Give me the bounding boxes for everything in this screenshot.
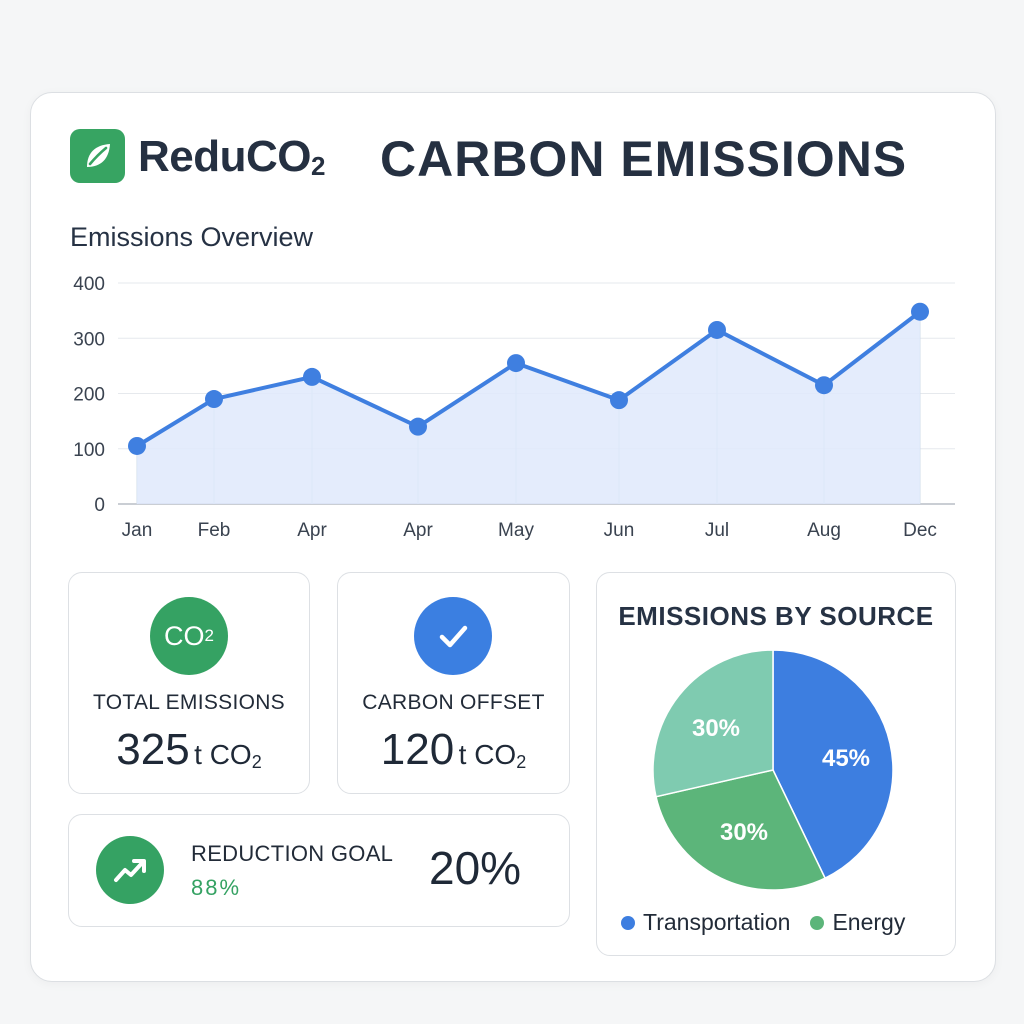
trend-up-icon bbox=[96, 836, 164, 904]
x-tick-0: Jan bbox=[122, 520, 153, 541]
x-tick-5: Jun bbox=[604, 520, 635, 541]
pie-label-0: 45% bbox=[822, 745, 870, 772]
total-emissions-value: 325 t CO2 bbox=[116, 725, 262, 774]
legend-item-energy: Energy bbox=[810, 909, 905, 936]
data-point-0 bbox=[128, 436, 146, 455]
y-tick-0: 0 bbox=[94, 495, 105, 516]
brand-name: ReduCO2 bbox=[138, 132, 325, 181]
reduction-goal-tile: REDUCTION GOAL 88% 20% bbox=[68, 814, 570, 927]
pie-label-1: 30% bbox=[720, 819, 768, 846]
data-point-6 bbox=[708, 320, 726, 339]
legend-dot-energy bbox=[810, 915, 825, 930]
y-tick-100: 100 bbox=[73, 440, 105, 461]
x-tick-4: May bbox=[498, 520, 534, 541]
pie-legend: Transportation Energy bbox=[621, 909, 905, 936]
data-point-1 bbox=[205, 390, 223, 409]
pie-slice-2 bbox=[652, 649, 774, 798]
reduction-goal-label: REDUCTION GOAL bbox=[191, 841, 394, 866]
data-point-3 bbox=[409, 417, 427, 436]
emissions-by-source-tile: EMISSIONS BY SOURCE 45% 30% 30% Transporta… bbox=[596, 572, 956, 956]
pie-slice-0 bbox=[772, 649, 894, 880]
y-tick-300: 300 bbox=[73, 329, 105, 350]
x-tick-6: Jul bbox=[705, 520, 729, 541]
legend-label-transportation: Transportation bbox=[643, 909, 791, 935]
total-emissions-tile: CO 2 TOTAL EMISSIONS 325 t CO2 bbox=[68, 572, 310, 794]
x-tick-2: Apr bbox=[297, 520, 327, 541]
emissions-line-chart: 0 100 200 300 400 Jan Feb Apr Apr May Jun Jul Aug Dec bbox=[73, 274, 955, 541]
data-point-5 bbox=[610, 391, 628, 410]
pie-slice-1 bbox=[655, 769, 827, 891]
data-point-4 bbox=[507, 354, 525, 373]
y-tick-400: 400 bbox=[73, 274, 105, 295]
carbon-offset-label: CARBON OFFSET bbox=[362, 691, 545, 714]
x-tick-3: Apr bbox=[403, 520, 433, 541]
co2-icon: CO 2 bbox=[150, 597, 228, 675]
legend-item-transportation: Transportation bbox=[621, 909, 790, 936]
reduction-goal-value: 20% bbox=[429, 842, 522, 894]
total-emissions-label: TOTAL EMISSIONS bbox=[93, 691, 285, 714]
legend-label-energy: Energy bbox=[832, 909, 906, 935]
data-point-8 bbox=[911, 302, 929, 321]
x-tick-1: Feb bbox=[198, 520, 231, 541]
reduction-goal-sub: 88% bbox=[191, 875, 242, 900]
overview-title: Emissions Overview bbox=[70, 222, 314, 252]
emissions-pie-chart: 45% 30% 30% bbox=[652, 649, 894, 891]
leaf-icon bbox=[70, 129, 125, 183]
x-tick-7: Aug bbox=[807, 520, 841, 541]
check-icon bbox=[414, 597, 492, 675]
pie-title: EMISSIONS BY SOURCE bbox=[618, 601, 934, 631]
series-area bbox=[137, 311, 920, 504]
data-point-7 bbox=[815, 376, 833, 395]
pie-label-2: 30% bbox=[692, 715, 740, 742]
carbon-offset-tile: CARBON OFFSET 120 t CO2 bbox=[337, 572, 570, 794]
y-tick-200: 200 bbox=[73, 385, 105, 406]
page-title: CARBON EMISSIONS bbox=[380, 131, 908, 187]
carbon-offset-value: 120 t CO2 bbox=[380, 725, 527, 774]
data-point-2 bbox=[303, 367, 321, 386]
legend-dot-transportation bbox=[621, 915, 635, 930]
x-tick-8: Dec bbox=[903, 520, 937, 541]
